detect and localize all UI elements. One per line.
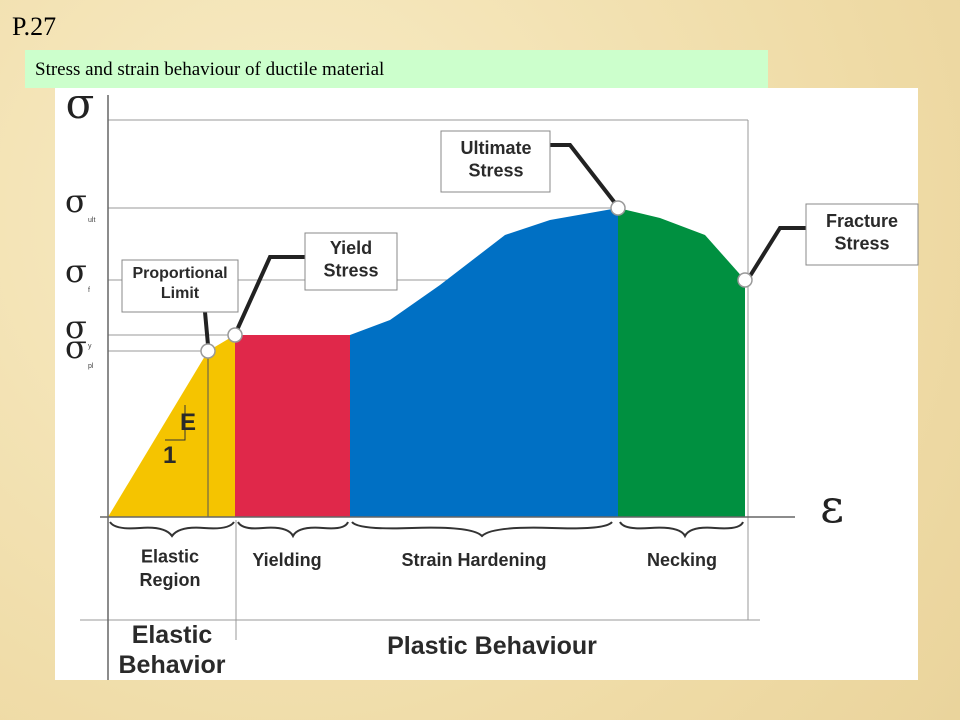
behaviour-label: Plastic Behaviour <box>387 632 597 660</box>
axes <box>100 95 795 680</box>
region-label: Strain Hardening <box>401 550 546 570</box>
strain-axis-label: ε <box>820 479 844 533</box>
stress-symbol: σ <box>65 328 87 366</box>
braces <box>109 521 744 539</box>
stress-symbol: σ <box>65 308 87 346</box>
stress-subscript: y <box>88 343 92 350</box>
unit-label: 1 <box>163 442 176 469</box>
subtitle: Stress and strain behaviour of ductile m… <box>25 50 768 88</box>
callout-boxes <box>121 130 919 313</box>
stress-symbol: σ <box>65 182 87 220</box>
yield-area <box>235 335 350 517</box>
callout-fracture: Fracture Stress <box>826 211 898 254</box>
hardening-area <box>350 208 618 517</box>
stress-axis-label: σ <box>66 79 95 128</box>
page-number: P.27 <box>12 12 57 41</box>
callout-yield: Yield Stress <box>323 238 378 281</box>
slope-triangle <box>165 405 186 441</box>
necking-area <box>618 208 745 517</box>
elastic-area <box>108 335 235 517</box>
region-label: Elastic Region <box>140 546 201 589</box>
behaviour-label: Elastic Behavior <box>119 621 226 679</box>
modulus-label: E <box>180 409 196 436</box>
region-label: Yielding <box>252 550 321 570</box>
stress-symbol: σ <box>65 252 87 290</box>
points <box>200 200 753 359</box>
stress-subscript: pl <box>88 363 94 370</box>
callout-ultimate: Ultimate Stress <box>460 138 531 181</box>
stress-subscript: f <box>88 287 90 294</box>
stress-subscript: ult <box>88 217 95 224</box>
callout-proportional: Proportional Limit <box>132 265 227 302</box>
region-label: Necking <box>647 550 717 570</box>
leaders <box>203 143 806 346</box>
